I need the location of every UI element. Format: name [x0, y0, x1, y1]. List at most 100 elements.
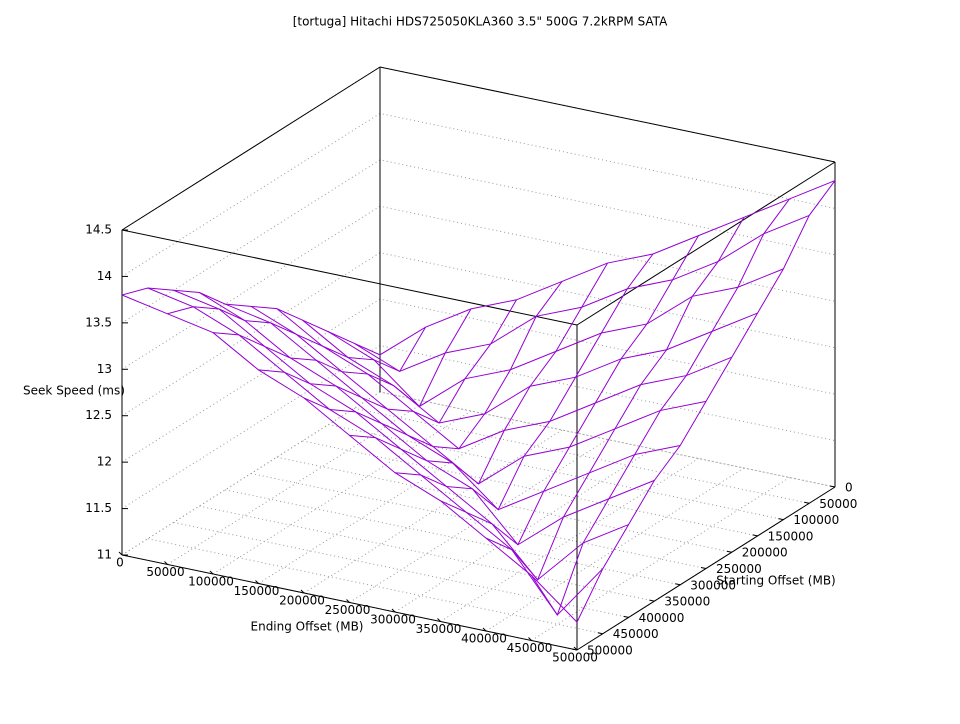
tick-mark: [528, 637, 532, 641]
y-tick-label: 250000: [716, 562, 762, 576]
y-axis-label: Starting Offset (MB): [716, 574, 836, 588]
grid-line: [379, 391, 836, 488]
surface-line: [440, 235, 699, 546]
surface-line: [349, 262, 608, 485]
z-tick-label: 13.5: [85, 315, 112, 329]
surface-line: [250, 305, 707, 485]
y-tick-label: 100000: [793, 513, 839, 527]
tick-mark: [164, 561, 168, 565]
tick-mark: [391, 608, 396, 613]
x-tick-label: 500000: [552, 651, 598, 665]
tick-mark: [482, 627, 487, 632]
surface-line: [379, 180, 836, 356]
tick-mark: [300, 589, 305, 594]
surface-line: [121, 294, 578, 623]
grid-line: [225, 489, 681, 586]
grid-line: [485, 467, 745, 632]
y-tick-label: 150000: [768, 529, 814, 543]
grid-line: [121, 66, 836, 231]
surface-line: [225, 303, 681, 511]
x-tick-label: 300000: [370, 613, 416, 627]
surface-line: [167, 306, 426, 373]
tick-mark: [649, 599, 655, 602]
grid-line: [531, 477, 790, 641]
z-tick-label: 14: [97, 269, 112, 283]
grid-line: [121, 298, 836, 463]
y-tick-label: 500000: [587, 644, 633, 658]
y-tick-label: 300000: [690, 578, 736, 592]
y-tick-label: 350000: [664, 595, 710, 609]
y-tick-label: 200000: [742, 546, 788, 560]
z-tick-label: 14.5: [85, 223, 112, 237]
tick-mark: [829, 485, 836, 488]
tick-mark: [437, 618, 441, 622]
grid-line: [328, 424, 784, 521]
x-tick-label: 450000: [507, 641, 553, 655]
z-tick-label: 13: [97, 362, 112, 376]
surface-line: [258, 299, 517, 424]
tick-mark: [597, 632, 603, 635]
grid-line: [258, 420, 517, 584]
axis-frame: [121, 229, 578, 326]
tick-mark: [209, 570, 214, 575]
surface-line: [576, 180, 836, 623]
y-tick-label: 0: [845, 481, 853, 495]
x-tick-label: 100000: [188, 575, 234, 589]
y-tick-label: 450000: [613, 627, 659, 641]
grid-line: [121, 391, 836, 556]
grid-line: [250, 473, 707, 569]
grid-line: [303, 429, 563, 594]
surface-line: [485, 217, 745, 581]
grid-line: [199, 505, 655, 602]
x-tick-label: 200000: [279, 594, 325, 608]
x-tick-label: 0: [116, 556, 124, 570]
surface-line: [531, 198, 790, 617]
z-tick-label: 12.5: [85, 408, 112, 422]
x-tick-label: 150000: [234, 584, 280, 598]
surface-line: [212, 308, 472, 408]
x-tick-label: 400000: [461, 632, 507, 646]
grid-line: [354, 407, 810, 504]
grid-line: [121, 159, 836, 324]
tick-mark: [255, 580, 259, 584]
surface-line: [303, 281, 563, 450]
chart-title: [tortuga] Hitachi HDS725050KLA360 3.5" 5…: [293, 15, 668, 29]
z-tick-label: 12: [97, 455, 112, 469]
tick-mark: [346, 599, 350, 603]
x-axis-label: Ending Offset (MB): [251, 620, 364, 634]
grid-line: [394, 448, 654, 613]
tick-mark: [804, 501, 810, 504]
axis-frame: [576, 161, 836, 326]
z-tick-label: 11: [97, 548, 112, 562]
surface-line: [121, 287, 381, 356]
axis-frame: [121, 66, 381, 231]
grid-line: [173, 521, 629, 618]
grid-line: [276, 456, 732, 553]
grid-line: [121, 205, 836, 370]
surface-line: [173, 289, 629, 581]
y-tick-label: 50000: [819, 497, 857, 511]
grid-line: [440, 458, 699, 622]
y-tick-label: 400000: [639, 611, 685, 625]
tick-mark: [118, 551, 123, 556]
x-tick-label: 50000: [146, 565, 184, 579]
x-tick-label: 250000: [325, 603, 371, 617]
tick-mark: [778, 518, 784, 521]
surface-line: [353, 214, 810, 372]
x-tick-label: 350000: [416, 622, 462, 636]
surface-line: [147, 287, 604, 616]
tick-mark: [752, 534, 758, 537]
surface-line: [394, 253, 654, 511]
tick-mark: [726, 550, 732, 553]
z-tick-label: 11.5: [85, 501, 112, 515]
tick-mark: [571, 648, 578, 651]
grid-line: [167, 401, 426, 565]
axis-frame: [379, 66, 836, 163]
tick-mark: [623, 615, 629, 618]
tick-mark: [700, 567, 707, 569]
grid-line: [302, 440, 758, 537]
z-axis-label: Seek Speed (ms): [23, 384, 125, 398]
tick-mark: [675, 583, 681, 586]
grid-line: [147, 538, 603, 635]
